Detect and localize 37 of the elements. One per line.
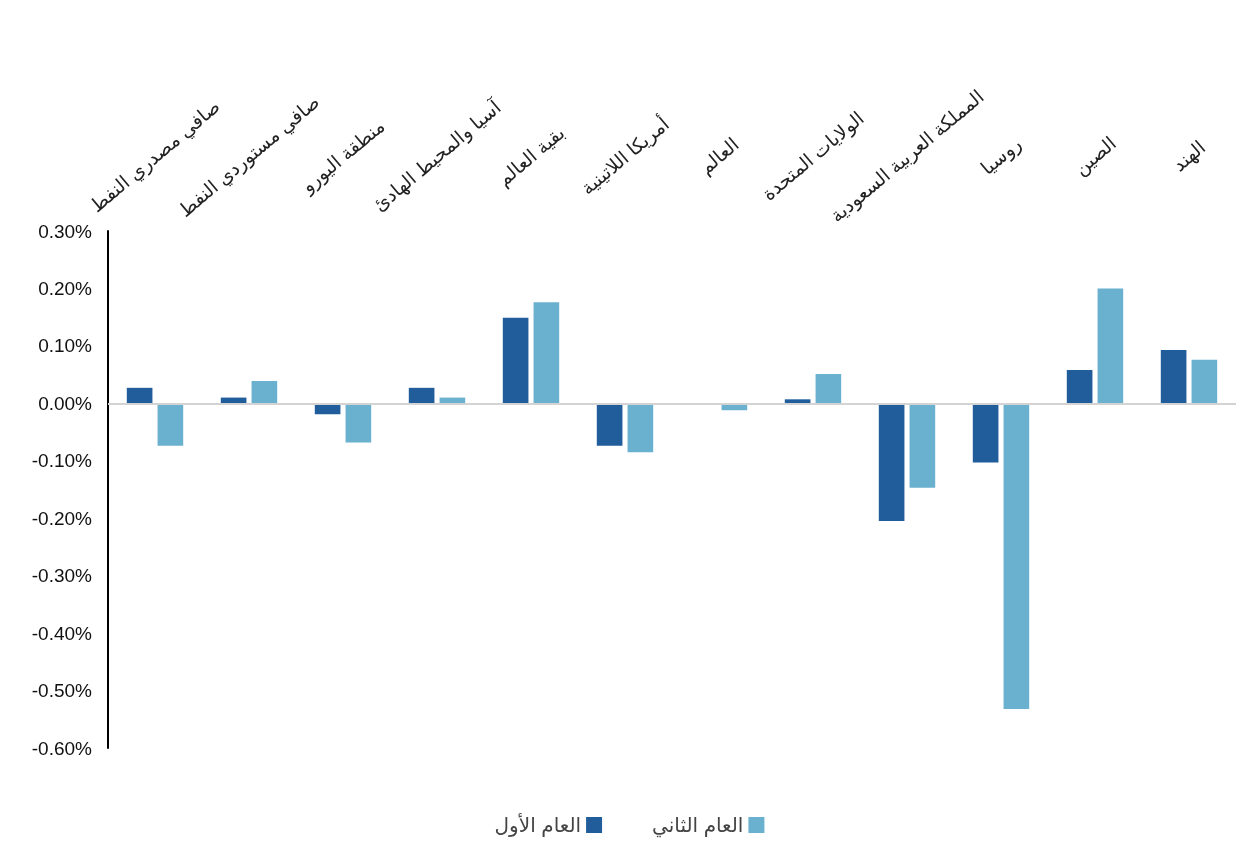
y-tick-label: -0.40% [31, 622, 93, 644]
y-tick-label: 0.30% [38, 220, 93, 242]
bar [502, 317, 529, 404]
bar [1097, 288, 1124, 404]
y-tick-label: -0.20% [31, 507, 93, 529]
bar [251, 380, 278, 404]
bar [596, 403, 623, 446]
y-tick-label: -0.30% [31, 565, 93, 587]
bar [1003, 403, 1030, 709]
x-tick-label: أمريكا اللاتينية [575, 111, 674, 200]
x-tick-label: روسيا [976, 133, 1026, 180]
x-tick-label: بقية العالم [493, 122, 570, 191]
bar [627, 403, 654, 453]
y-tick-label: -0.60% [31, 737, 93, 759]
bar [972, 403, 999, 463]
y-tick-label: 0.20% [38, 277, 93, 299]
y-tick-label: 0.10% [38, 335, 93, 357]
bar [1066, 370, 1093, 404]
x-tick-label: الهند [1168, 136, 1211, 177]
bar [345, 403, 372, 443]
bar [909, 403, 936, 488]
y-tick-label: -0.10% [31, 450, 93, 472]
bar [784, 399, 811, 404]
legend-label: العام الأول [494, 813, 582, 837]
y-tick-label: -0.50% [31, 680, 93, 702]
y-tick-label: 0.00% [38, 392, 93, 414]
legend-label: العام الثاني [652, 814, 744, 838]
bar [408, 387, 435, 404]
bar [126, 387, 153, 404]
bar [1191, 359, 1218, 404]
bar [815, 374, 842, 404]
bar [1160, 349, 1187, 404]
x-tick-label: العالم [695, 133, 744, 180]
bar [878, 403, 905, 522]
bar [533, 302, 560, 404]
bar [157, 403, 184, 446]
x-tick-label: الصين [1069, 132, 1121, 181]
